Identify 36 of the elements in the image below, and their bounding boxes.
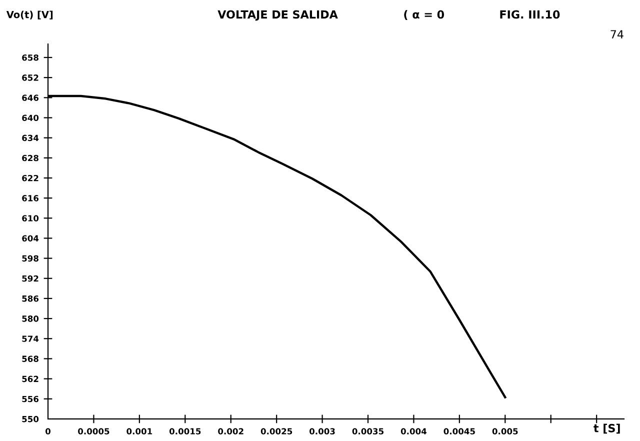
x-tick-label: 0.005 [492, 428, 518, 434]
y-tick-label: 634 [22, 134, 39, 142]
text: 74 [610, 30, 624, 38]
y-tick-label: 568 [22, 356, 38, 362]
x-tick-label: 0.0025 [260, 428, 292, 434]
y-axis-title: Vo(t) [V] [6, 10, 53, 20]
y-tick-label: 574 [22, 336, 39, 342]
y-tick-label: 640 [22, 114, 39, 122]
y-tick-label: 556 [22, 396, 39, 402]
y-tick-label: 592 [22, 275, 38, 282]
x-tick-label: 0 [46, 428, 50, 434]
x-tick-label: 0.0005 [78, 428, 110, 434]
y-tick-label: 580 [22, 316, 39, 322]
x-tick-label: 0.001 [126, 428, 152, 434]
x-tick-label: 0.002 [218, 428, 244, 434]
y-tick-label: 622 [22, 174, 38, 182]
x-tick-label: 0.003 [310, 428, 335, 434]
y-tick-label: 610 [22, 215, 39, 222]
y-tick-label: 628 [22, 154, 38, 162]
chart-subtitle: ( α = 0 [404, 10, 444, 20]
x-tick-label: 0.0015 [169, 428, 201, 434]
x-axis-title: t [S] [594, 424, 620, 434]
y-tick-label: 598 [22, 255, 38, 262]
y-tick-label: 652 [22, 74, 38, 81]
x-tick-label: 0.0045 [444, 428, 475, 434]
y-tick-label: 586 [22, 295, 39, 302]
y-tick-label: 562 [22, 376, 38, 382]
chart-title: VOLTAJE DE SALIDA [218, 10, 338, 21]
x-tick-label: 0.004 [400, 428, 427, 434]
x-tick-label: 0.0035 [352, 428, 384, 434]
y-tick-label: 604 [22, 235, 39, 242]
y-tick-label: 646 [22, 94, 39, 101]
y-tick-label: 616 [22, 195, 39, 202]
y-tick-label: 658 [22, 54, 38, 61]
y-tick-label: 550 [22, 416, 39, 422]
text: FIG. III.10 [500, 10, 560, 19]
